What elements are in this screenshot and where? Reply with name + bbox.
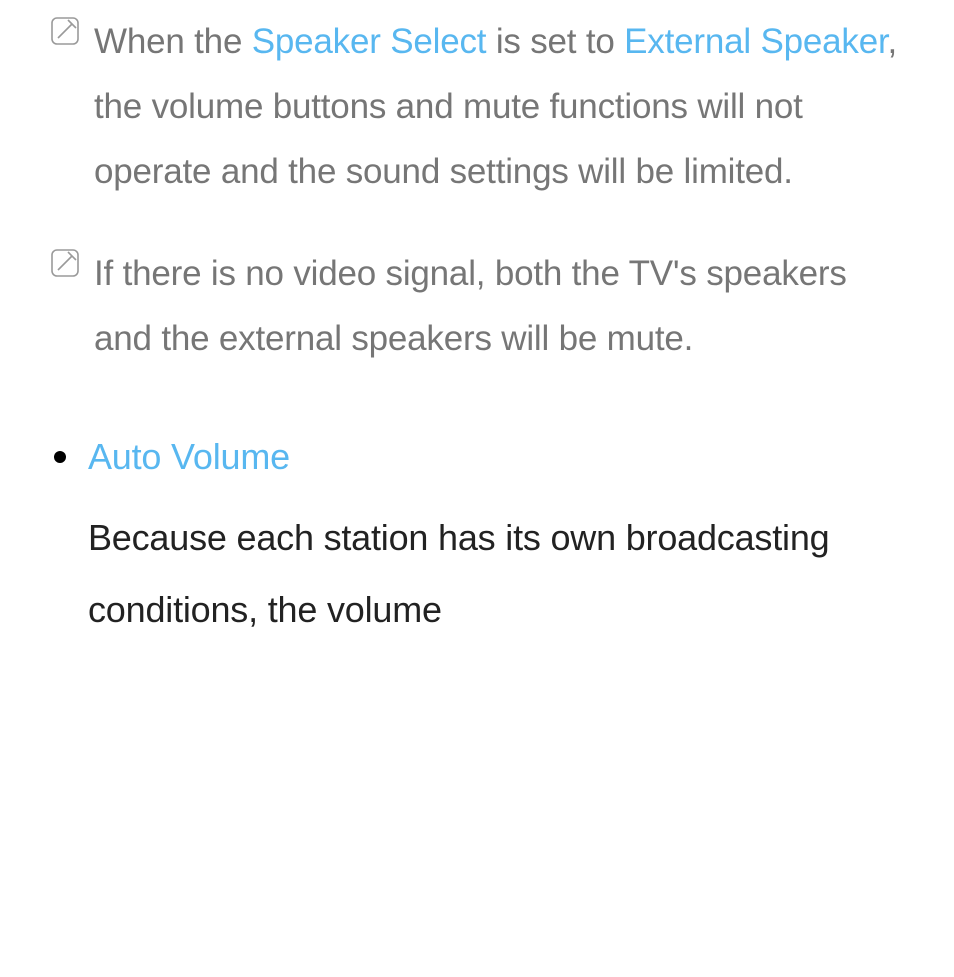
note-icon [50, 16, 80, 46]
highlight-term: External Speaker [624, 22, 887, 61]
note-item: When the Speaker Select is set to Extern… [50, 10, 919, 204]
section-auto-volume: Auto Volume Because each station has its… [50, 436, 919, 646]
section-body: Because each station has its own broadca… [88, 502, 919, 646]
note-text: When the Speaker Select is set to Extern… [94, 10, 919, 204]
highlight-term: Speaker Select [252, 22, 487, 61]
bullet-icon [54, 451, 66, 463]
note-text: If there is no video signal, both the TV… [94, 242, 919, 372]
section-heading-row: Auto Volume [50, 436, 919, 478]
note-icon [50, 248, 80, 278]
section-title: Auto Volume [88, 436, 290, 478]
note-item: If there is no video signal, both the TV… [50, 242, 919, 372]
